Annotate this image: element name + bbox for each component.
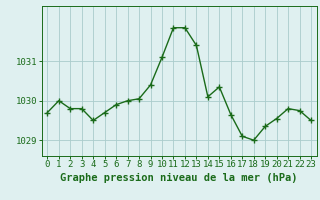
X-axis label: Graphe pression niveau de la mer (hPa): Graphe pression niveau de la mer (hPa) [60,173,298,183]
